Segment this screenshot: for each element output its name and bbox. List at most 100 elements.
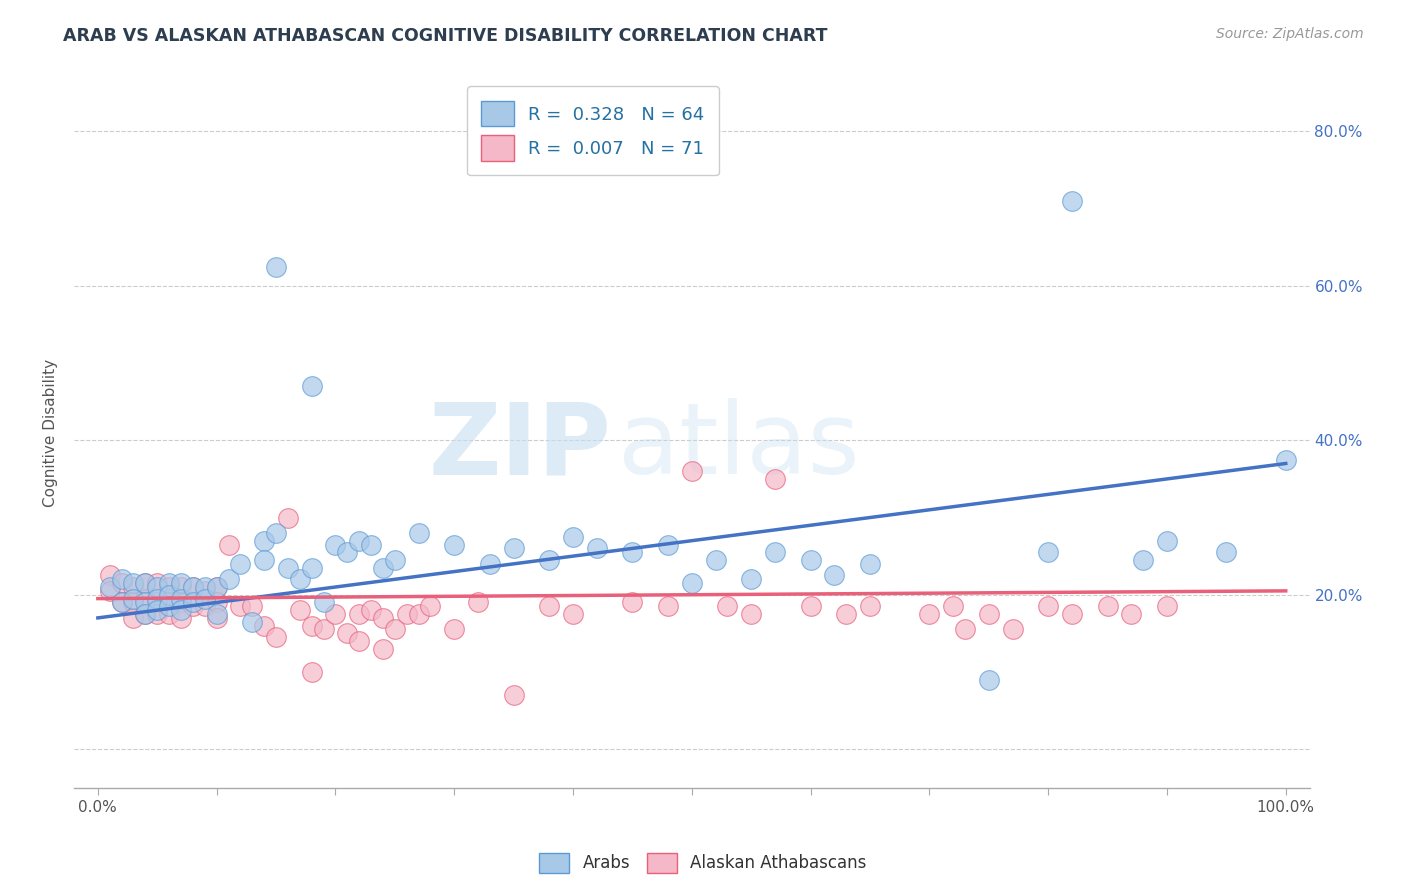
Point	[146, 595, 169, 609]
Point	[253, 533, 276, 548]
Point	[384, 553, 406, 567]
Point	[1097, 599, 1119, 614]
Point	[288, 603, 311, 617]
Point	[621, 595, 644, 609]
Point	[371, 641, 394, 656]
Point	[122, 580, 145, 594]
Point	[110, 595, 132, 609]
Point	[253, 618, 276, 632]
Point	[408, 525, 430, 540]
Point	[264, 260, 287, 274]
Point	[360, 537, 382, 551]
Point	[122, 576, 145, 591]
Point	[859, 599, 882, 614]
Point	[170, 603, 193, 617]
Point	[98, 580, 121, 594]
Point	[977, 607, 1000, 621]
Point	[181, 580, 204, 594]
Point	[218, 572, 240, 586]
Point	[1215, 545, 1237, 559]
Point	[170, 595, 193, 609]
Point	[146, 607, 169, 621]
Point	[157, 588, 180, 602]
Point	[360, 603, 382, 617]
Point	[205, 580, 228, 594]
Point	[1121, 607, 1143, 621]
Point	[419, 599, 441, 614]
Point	[800, 599, 823, 614]
Point	[134, 576, 156, 591]
Point	[170, 611, 193, 625]
Point	[325, 537, 347, 551]
Point	[1060, 607, 1083, 621]
Point	[205, 607, 228, 621]
Point	[288, 572, 311, 586]
Text: atlas: atlas	[617, 399, 859, 495]
Point	[157, 599, 180, 614]
Point	[98, 583, 121, 598]
Point	[301, 379, 323, 393]
Point	[170, 580, 193, 594]
Point	[835, 607, 858, 621]
Point	[194, 591, 217, 606]
Point	[800, 553, 823, 567]
Point	[1060, 194, 1083, 208]
Point	[562, 530, 585, 544]
Point	[157, 576, 180, 591]
Point	[157, 580, 180, 594]
Point	[562, 607, 585, 621]
Point	[110, 572, 132, 586]
Point	[110, 595, 132, 609]
Point	[264, 630, 287, 644]
Point	[110, 576, 132, 591]
Text: ARAB VS ALASKAN ATHABASCAN COGNITIVE DISABILITY CORRELATION CHART: ARAB VS ALASKAN ATHABASCAN COGNITIVE DIS…	[63, 27, 828, 45]
Point	[170, 576, 193, 591]
Point	[704, 553, 727, 567]
Point	[277, 510, 299, 524]
Point	[395, 607, 418, 621]
Point	[122, 595, 145, 609]
Point	[325, 607, 347, 621]
Point	[467, 595, 489, 609]
Point	[621, 545, 644, 559]
Point	[229, 557, 252, 571]
Point	[134, 607, 156, 621]
Point	[312, 623, 335, 637]
Point	[229, 599, 252, 614]
Point	[347, 607, 370, 621]
Point	[240, 615, 263, 629]
Point	[502, 541, 524, 556]
Point	[122, 611, 145, 625]
Point	[122, 591, 145, 606]
Point	[194, 580, 217, 594]
Point	[301, 560, 323, 574]
Point	[538, 553, 561, 567]
Text: Source: ZipAtlas.com: Source: ZipAtlas.com	[1216, 27, 1364, 41]
Point	[170, 591, 193, 606]
Point	[478, 557, 501, 571]
Point	[823, 568, 845, 582]
Point	[371, 560, 394, 574]
Point	[953, 623, 976, 637]
Point	[1156, 599, 1178, 614]
Point	[205, 611, 228, 625]
Point	[1038, 599, 1060, 614]
Point	[443, 623, 465, 637]
Point	[134, 591, 156, 606]
Point	[181, 580, 204, 594]
Point	[98, 568, 121, 582]
Point	[157, 607, 180, 621]
Point	[1156, 533, 1178, 548]
Point	[942, 599, 965, 614]
Point	[194, 599, 217, 614]
Point	[277, 560, 299, 574]
Point	[264, 525, 287, 540]
Point	[218, 537, 240, 551]
Point	[146, 603, 169, 617]
Point	[918, 607, 941, 621]
Point	[502, 688, 524, 702]
Point	[1132, 553, 1154, 567]
Point	[443, 537, 465, 551]
Point	[1274, 452, 1296, 467]
Point	[301, 665, 323, 679]
